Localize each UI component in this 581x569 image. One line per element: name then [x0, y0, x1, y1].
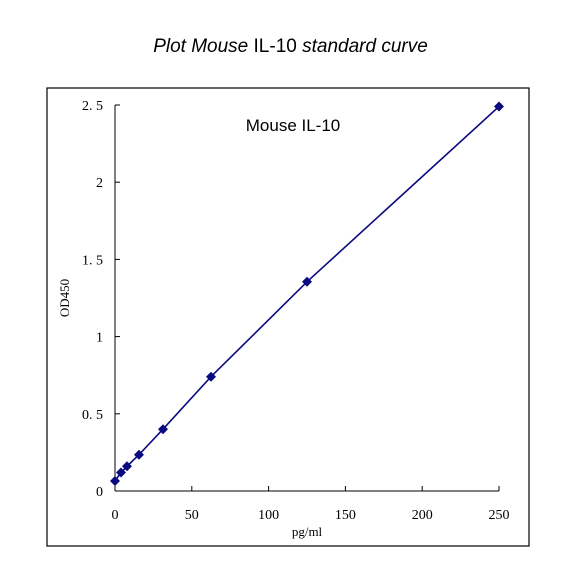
- x-tick-label: 100: [258, 508, 279, 523]
- y-tick-label: 1: [96, 331, 103, 346]
- chart-title-part: IL-10: [253, 36, 303, 57]
- y-tick-label: 2. 5: [82, 99, 103, 114]
- y-tick-label: 0: [96, 485, 103, 500]
- chart-annotation: Mouse IL-10: [246, 116, 341, 135]
- x-axis-label: pg/ml: [292, 524, 323, 539]
- series-line: [114, 105, 500, 482]
- y-tick-label: 2: [96, 176, 103, 191]
- y-tick-label: 0. 5: [82, 408, 103, 423]
- data-point: [133, 449, 144, 460]
- data-point: [494, 101, 504, 112]
- data-point: [302, 276, 312, 287]
- data-point: [121, 461, 132, 472]
- data-point: [110, 475, 120, 486]
- data-point: [115, 467, 126, 478]
- y-axis-label: OD450: [57, 279, 72, 317]
- x-tick-label: 250: [489, 508, 510, 523]
- y-tick-label: 1. 5: [82, 253, 103, 268]
- plot-frame: [46, 87, 530, 547]
- x-tick-label: 150: [335, 508, 356, 523]
- data-point: [206, 371, 216, 382]
- chart-title-part: standard curve: [302, 36, 428, 57]
- chart-title-part: Plot Mouse: [153, 36, 254, 57]
- x-tick-label: 50: [185, 508, 199, 523]
- data-point: [158, 424, 168, 435]
- x-tick-label: 0: [112, 508, 119, 523]
- chart-title: Plot Mouse IL-10 standard curve: [0, 36, 581, 58]
- x-tick-label: 200: [412, 508, 433, 523]
